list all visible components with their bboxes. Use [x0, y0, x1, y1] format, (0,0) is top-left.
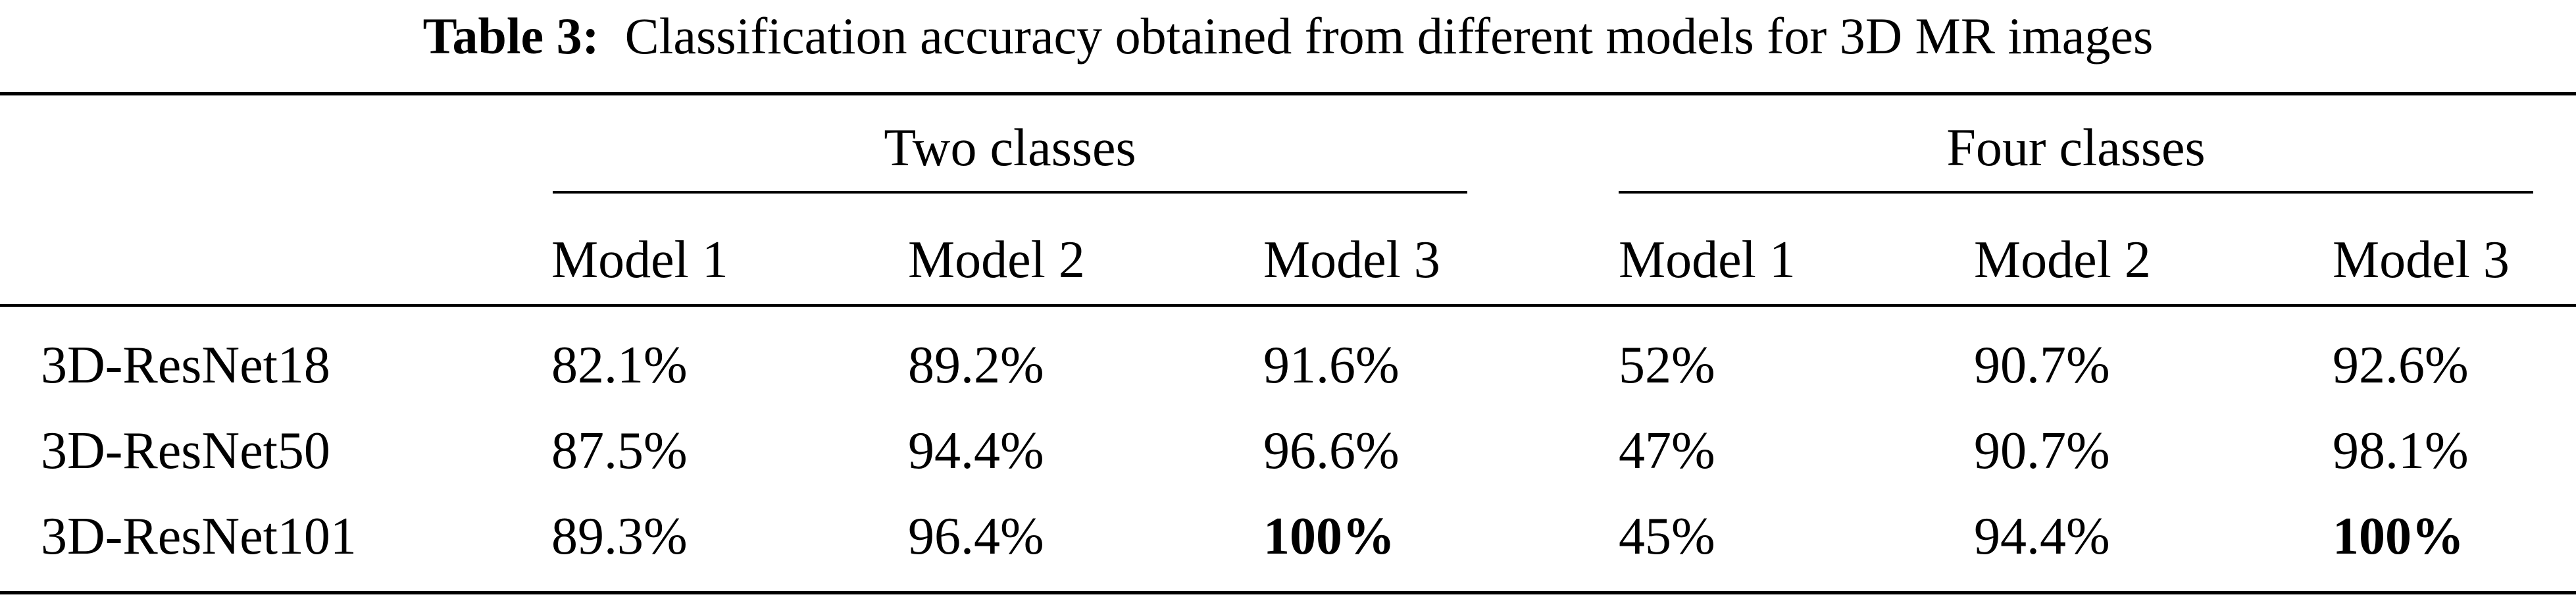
row-label: 3D-ResNet101 — [41, 508, 357, 565]
table-cell: 96.6% — [1263, 422, 1400, 480]
table-cell: 89.3% — [551, 508, 688, 565]
column-header: Model 3 — [1263, 231, 1440, 289]
column-header: Model 1 — [551, 231, 728, 289]
table-caption-label: Table 3: — [422, 7, 599, 65]
table-cell: 98.1% — [2333, 422, 2469, 480]
table-cell: 91.6% — [1263, 336, 1400, 394]
table-cell: 52% — [1619, 336, 1715, 394]
column-header: Model 2 — [908, 231, 1085, 289]
table-cell-best: 100% — [1263, 508, 1395, 565]
table-top-rule — [0, 92, 2576, 95]
column-header: Model 2 — [1974, 231, 2151, 289]
table-header-rule — [0, 304, 2576, 307]
group-rule-two-classes — [553, 191, 1467, 194]
group-header-two-classes: Two classes — [884, 119, 1136, 177]
table-cell-best: 100% — [2333, 508, 2464, 565]
table-cell: 47% — [1619, 422, 1715, 480]
table-cell: 94.4% — [1974, 508, 2110, 565]
column-header: Model 3 — [2333, 231, 2510, 289]
table-bottom-rule — [0, 591, 2576, 594]
table-cell: 96.4% — [908, 508, 1044, 565]
table-cell: 90.7% — [1974, 422, 2110, 480]
group-header-four-classes: Four classes — [1946, 119, 2206, 177]
table-cell: 90.7% — [1974, 336, 2110, 394]
table-cell: 45% — [1619, 508, 1715, 565]
table-caption: Table 3: Classification accuracy obtaine… — [0, 0, 2576, 86]
table-cell: 89.2% — [908, 336, 1044, 394]
table-cell: 92.6% — [2333, 336, 2469, 394]
table-caption-text: Classification accuracy obtained from di… — [624, 7, 2154, 65]
table-cell: 94.4% — [908, 422, 1044, 480]
table-cell: 87.5% — [551, 422, 688, 480]
row-label: 3D-ResNet18 — [41, 336, 330, 394]
table-cell: 82.1% — [551, 336, 688, 394]
row-label: 3D-ResNet50 — [41, 422, 330, 480]
column-header: Model 1 — [1619, 231, 1796, 289]
group-rule-four-classes — [1619, 191, 2533, 194]
